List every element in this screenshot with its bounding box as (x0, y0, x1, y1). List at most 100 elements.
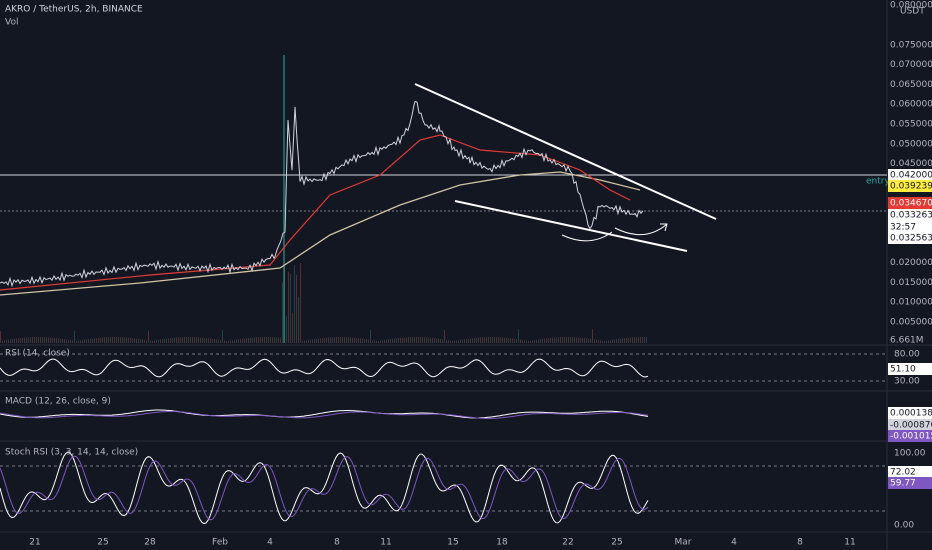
volume-bar (324, 337, 325, 343)
volume-bar (306, 340, 307, 343)
volume-bar (396, 338, 397, 343)
volume-bar (188, 337, 189, 343)
volume-bar (260, 337, 261, 343)
price-label: 0.015000 (890, 278, 932, 288)
rsi-title: RSI (14, close) (5, 349, 70, 359)
time-label: 25 (97, 538, 108, 548)
volume-bar (632, 337, 633, 343)
volume-bar (68, 339, 69, 343)
volume-bar (280, 337, 281, 343)
volume-bar (416, 337, 417, 343)
volume-bar (206, 337, 207, 343)
volume-bar (450, 340, 451, 343)
price-label: 0.045000 (890, 159, 932, 169)
volume-bar (628, 337, 629, 343)
volume-bar (406, 337, 407, 343)
volume-bar (474, 337, 475, 343)
volume-bar (180, 337, 181, 343)
time-label: 4 (731, 538, 737, 548)
volume-bar (448, 340, 449, 343)
price-line (0, 100, 644, 288)
volume-bar (458, 340, 459, 343)
volume-bar (222, 330, 223, 343)
volume-bar (312, 339, 313, 343)
stoch-d (0, 455, 649, 521)
volume-bar (82, 339, 83, 343)
volume-bar (74, 330, 75, 343)
volume-bar (528, 340, 529, 343)
last-badge: 0.033263 (890, 211, 932, 221)
volume-bar (646, 337, 647, 343)
ma-short-badge-bg (888, 197, 932, 209)
time-label: 28 (144, 538, 156, 548)
volume-bar (506, 337, 507, 343)
stoch-d-value: 59.77 (890, 479, 916, 489)
entry-label: entry (866, 177, 890, 187)
volume-bar (390, 339, 391, 343)
volume-bar (250, 337, 251, 343)
volume-bar (322, 338, 323, 343)
volume-bar (160, 339, 161, 343)
volume-bar (578, 337, 579, 343)
volume-bar (490, 337, 491, 343)
volume-bar (50, 337, 51, 343)
volume-bar (620, 338, 621, 343)
volume-bar (482, 337, 483, 343)
volume-bar (354, 337, 355, 343)
volume-bar (342, 337, 343, 343)
volume-bar (530, 340, 531, 343)
volume-bar (440, 338, 441, 343)
volume-bar (376, 340, 377, 343)
volume-bar (408, 337, 409, 343)
stoch-upper: 100.00 (894, 449, 926, 459)
volume-bar (150, 340, 151, 343)
volume-bar (18, 338, 19, 343)
volume-bar (358, 338, 359, 343)
ma-short-badge: 0.034670 (890, 199, 932, 209)
time-label: 11 (380, 538, 391, 548)
volume-bar (610, 340, 611, 343)
volume-bar (30, 337, 31, 343)
upper-trendline (414, 83, 717, 220)
volume-bar (246, 338, 247, 343)
currency-label: USDT (900, 7, 925, 17)
volume-bar (84, 339, 85, 343)
volume-bar (122, 337, 123, 343)
volume-bar (478, 337, 479, 343)
volume-bar (454, 340, 455, 343)
volume-bar (398, 338, 399, 343)
volume-bar (310, 339, 311, 343)
volume-bar (212, 338, 213, 343)
volume-bar (618, 338, 619, 343)
volume-bar (554, 337, 555, 343)
volume-bar (238, 339, 239, 343)
volume-bar (608, 340, 609, 343)
volume-bar (616, 339, 617, 343)
volume-bar (44, 337, 45, 343)
volume-bar (344, 337, 345, 343)
macd-signal-value: -0.001015 (890, 432, 932, 442)
price-label: 0.050000 (890, 139, 932, 149)
volume-bar (62, 338, 63, 343)
volume-bar (298, 296, 299, 343)
volume-bar (266, 337, 267, 343)
volume-bar (332, 337, 333, 343)
volume-bar (130, 337, 131, 343)
volume-bar (484, 337, 485, 343)
volume-bar (226, 340, 227, 343)
volume-bar (172, 337, 173, 343)
volume-bar (624, 338, 625, 343)
volume-bar (418, 337, 419, 343)
indicator-bands (0, 353, 887, 512)
price-label: 0.010000 (890, 298, 932, 308)
volume-bar (638, 337, 639, 343)
volume-bar (198, 337, 199, 343)
volume-bar (378, 340, 379, 343)
volume-bar (582, 337, 583, 343)
volume-bar (514, 338, 515, 343)
volume-bar (320, 338, 321, 343)
volume-bar (500, 337, 501, 343)
volume-bar (606, 340, 607, 343)
volume-bar (634, 337, 635, 343)
